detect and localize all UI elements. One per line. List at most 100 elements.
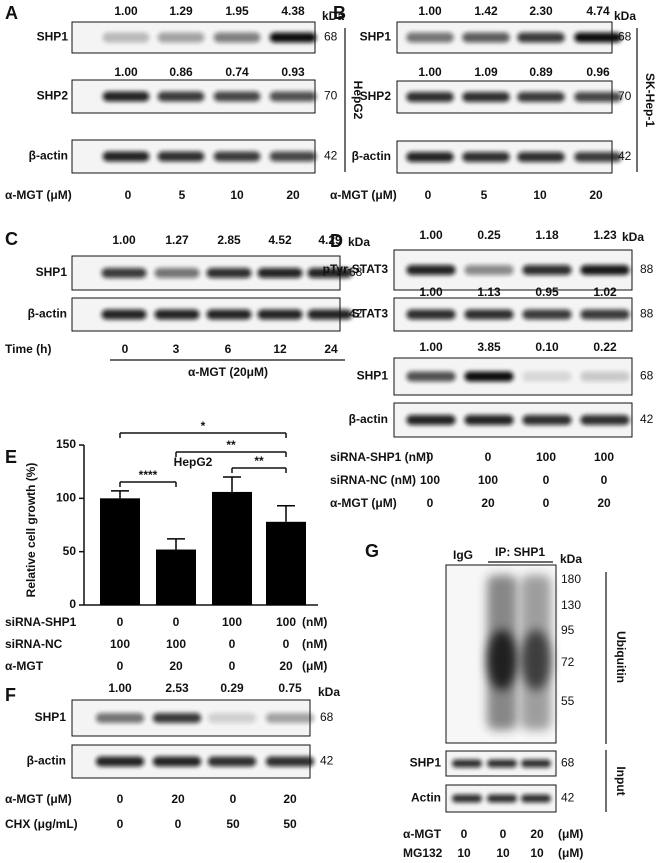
lane-header: IgG [453,548,473,562]
band [487,759,517,768]
condition-name: α-MGT [5,659,44,673]
kda-header: kDa [318,685,340,699]
band [269,91,317,102]
kda-size: 68 [320,710,334,724]
marker-size: 55 [561,694,575,708]
quant-value: 0.86 [169,65,193,79]
condition-value: 0 [427,496,434,510]
kda-size: 68 [324,30,338,44]
quant-value: 2.85 [217,233,241,247]
condition-value: 10 [533,188,547,202]
kda-size: 68 [640,369,654,383]
bar [212,491,252,605]
condition-unit: (nM) [302,615,327,629]
band [522,371,572,382]
condition-value: 0 [229,659,236,673]
condition-name: CHX (μg/mL) [5,817,78,831]
protein-label: SHP1 [410,756,442,770]
condition-value: 100 [222,615,242,629]
y-tick-label: 100 [56,491,76,505]
condition-value: 0 [117,615,124,629]
condition-value: 0 [117,792,124,806]
panel-letter: A [5,3,18,23]
band [102,91,150,102]
quant-value: 1.00 [419,285,443,299]
condition-value: 0 [500,827,507,841]
kda-header: kDa [614,9,636,23]
condition-value: 10 [530,846,544,860]
band [307,268,353,278]
kda-header: kDa [348,235,370,249]
kda-header: kDa [560,552,582,566]
condition-value: 100 [594,450,614,464]
band [580,371,630,382]
band [406,309,456,320]
bar [156,549,196,605]
quant-value: 1.29 [169,4,193,18]
condition-value: 12 [273,342,287,356]
panel-letter: G [365,541,379,561]
quant-value: 1.09 [474,65,498,79]
condition-value: 0 [117,817,124,831]
band [406,415,456,425]
band [580,309,630,320]
condition-name: siRNA-SHP1 [5,615,77,629]
quant-value: 1.95 [225,4,249,18]
condition-value: 20 [169,659,183,673]
quant-value: 1.02 [593,285,617,299]
quant-value: 2.30 [529,4,553,18]
quant-value: 1.18 [535,228,559,242]
quant-value: 2.53 [165,681,189,695]
band [487,794,517,803]
protein-label: β-actin [349,412,388,426]
protein-label: β-actin [27,754,66,768]
condition-value: 100 [420,473,440,487]
kda-header: kDa [622,230,644,244]
band [574,32,622,43]
band [517,32,565,43]
bar [100,498,140,605]
panel-letter: B [333,3,346,23]
band [464,371,514,382]
condition-value: 20 [481,496,495,510]
quant-value: 0.95 [535,285,559,299]
condition-unit: (μM) [558,827,583,841]
condition-value: 20 [589,188,603,202]
marker-size: 72 [561,655,575,669]
condition-value: 50 [283,817,297,831]
quant-value: 1.00 [419,340,443,354]
marker-size: 95 [561,623,575,637]
condition-value: 0 [543,473,550,487]
quant-value: 4.38 [281,4,305,18]
band [206,268,252,278]
band [521,759,551,768]
band [452,759,482,768]
condition-name: α-MGT [403,827,442,841]
cell-line-label: HepG2 [351,81,365,120]
band [522,309,572,320]
band [213,32,261,43]
protein-label: SHP2 [37,89,69,103]
y-tick-label: 50 [63,544,77,558]
significance-label: ** [226,438,236,452]
band [464,415,514,425]
band [102,151,150,162]
bar [266,521,306,605]
protein-label: SHP1 [35,710,67,724]
band [95,756,145,767]
significance-label: **** [139,468,158,482]
band [206,309,252,320]
band [213,151,261,162]
quant-value: 1.00 [418,4,442,18]
band [152,713,202,723]
kda-size: 88 [640,262,654,276]
band [265,756,315,767]
kda-header: kDa [322,9,344,23]
band [257,268,303,278]
band [95,713,145,723]
protein-label: SHP2 [360,89,392,103]
condition-value: 20 [171,792,185,806]
protein-label: STAT3 [352,307,389,321]
panel-letter: C [5,229,18,249]
